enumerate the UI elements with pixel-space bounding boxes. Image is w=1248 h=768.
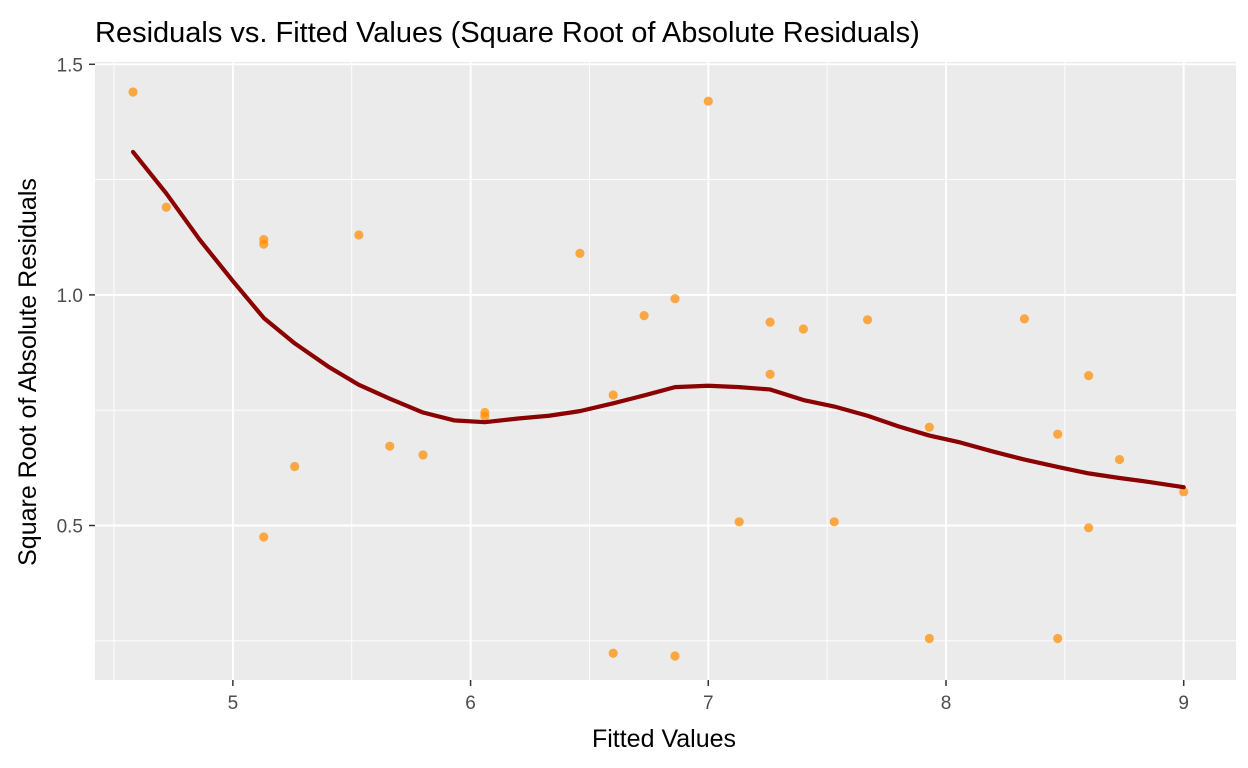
data-point [290,461,300,472]
data-point [1084,371,1094,381]
data-point [575,248,585,258]
x-tick-label: 5 [228,693,239,714]
x-tick-label: 8 [941,693,952,714]
chart-title: Residuals vs. Fitted Values (Square Root… [95,17,920,49]
data-point [829,517,839,527]
y-axis: 0.5 1.0 1.5 [57,55,95,538]
data-point [798,324,808,334]
data-point [765,369,775,379]
x-tick-label: 9 [1178,693,1189,714]
data-point [385,441,395,451]
data-point [259,532,269,542]
data-point [1019,314,1030,324]
data-point [128,87,138,97]
data-point [703,96,713,106]
data-point [924,422,934,432]
data-point [1179,487,1189,497]
data-point [1114,454,1125,465]
y-tick-label: 1.5 [57,55,83,76]
data-point [924,633,934,644]
smooth-line [130,149,1186,490]
major-gridlines [95,62,1236,680]
data-point [1053,429,1063,439]
data-point [1053,633,1063,644]
data-point [1084,523,1094,533]
plot-panel [95,62,1236,680]
data-point [354,230,364,240]
data-point [670,293,680,304]
y-tick-label: 1.0 [57,286,83,307]
data-point [734,517,744,527]
x-tick-label: 7 [703,693,714,714]
data-point [480,411,490,421]
data-point [608,390,618,400]
minor-gridlines [95,62,1236,680]
data-point [765,317,775,327]
data-point [418,450,428,460]
y-tick-label: 0.5 [57,517,83,538]
data-point [639,311,649,321]
data-point [670,651,680,661]
data-point [161,202,171,212]
data-point [259,239,269,249]
data-point [608,648,618,658]
x-tick-label: 6 [465,693,476,714]
x-axis-title: Fitted Values [592,725,736,753]
x-axis: 5 6 7 8 9 [228,680,1189,714]
y-axis-title: Square Root of Absolute Residuals [14,178,42,566]
scatter-points [128,87,1189,661]
data-point [862,315,873,325]
